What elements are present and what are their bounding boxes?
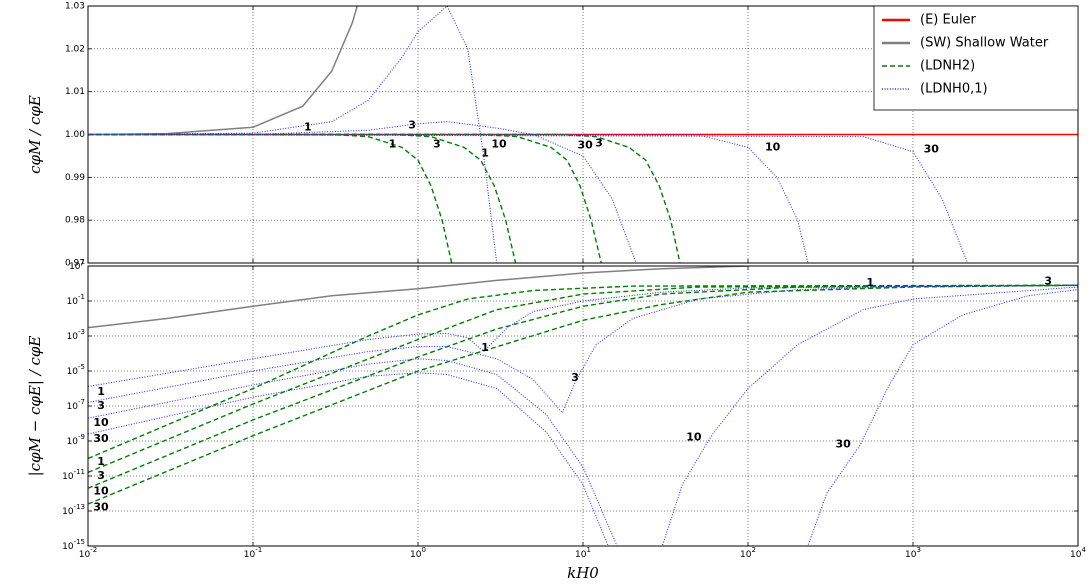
x-axis-label: kH0	[567, 564, 599, 582]
curve-label: 1	[481, 341, 489, 354]
curve-label: 1	[389, 137, 397, 150]
curve-label: 3	[97, 399, 105, 412]
series-line	[88, 133, 969, 263]
series-line	[88, 121, 637, 263]
y-tick-label: 1.02	[65, 44, 85, 54]
y-tick-label: 0.98	[65, 216, 85, 226]
curve-label: 10	[93, 485, 109, 498]
curve-label: 1	[481, 146, 489, 159]
series-line	[88, 266, 749, 329]
x-tick-label: 102	[740, 546, 756, 560]
x-tick-label: 101	[575, 546, 591, 560]
plot-area	[88, 266, 1078, 546]
x-tick-label: 100	[410, 546, 426, 560]
curve-label: 30	[93, 432, 109, 445]
curve-label: 10	[491, 137, 507, 150]
series-line	[88, 284, 1078, 505]
curve-label: 3	[433, 137, 441, 150]
y-axis-label: cφM / cφE	[26, 95, 44, 174]
y-tick-label: 10-7	[67, 398, 85, 412]
series-line	[88, 284, 1078, 474]
y-tick-label: 101	[69, 258, 85, 272]
curve-label: 3	[571, 371, 579, 384]
series-line	[88, 6, 498, 263]
panel: 10-2 10-1 100 101 102 103 10410-1510-1310-1110…	[26, 258, 1086, 582]
curve-label: 3	[1044, 275, 1052, 288]
legend-label: (E) Euler	[920, 13, 977, 28]
legend-box	[873, 5, 1079, 111]
legend-label: (LDNH0,1)	[920, 82, 988, 97]
curve-label: 10	[686, 430, 702, 443]
curve-label: 3	[97, 469, 105, 482]
plot-area	[88, 6, 1078, 263]
curve-label: 30	[835, 438, 851, 451]
y-tick-label: 10-5	[67, 363, 85, 377]
x-tick-label: 104	[1070, 546, 1086, 560]
curve-label: 10	[765, 140, 781, 153]
legend: (E) Euler (SW) Shallow Water (LDNH2) (LDNH0…	[873, 5, 1079, 111]
y-tick-label: 0.97	[65, 259, 85, 269]
curve-label: 3	[595, 136, 603, 149]
y-tick-label: 10-3	[67, 328, 85, 342]
legend-label: (LDNH2)	[920, 59, 975, 74]
y-tick-label: 10-1	[67, 293, 85, 307]
legend-label: (SW) Shallow Water	[920, 36, 1049, 51]
x-tick-label: 10-2	[79, 546, 97, 560]
curve-label: 30	[93, 500, 109, 513]
series-line	[88, 133, 517, 263]
x-tick-label: 103	[905, 546, 921, 560]
y-tick-label: 1.00	[65, 130, 85, 140]
y-tick-label: 0.99	[65, 173, 85, 183]
curve-label: 1	[866, 276, 874, 289]
series-line	[88, 133, 681, 263]
y-tick-label: 1.03	[65, 2, 85, 12]
series-line	[88, 6, 359, 136]
y-tick-label: 10-15	[62, 538, 85, 552]
curve-label: 1	[97, 385, 105, 398]
y-axis-label: |cφM − cφE| / cφE	[26, 336, 44, 477]
curve-label: 3	[408, 119, 416, 132]
y-tick-label: 10-11	[62, 468, 85, 482]
curve-label: 10	[93, 416, 109, 429]
axes-frame	[87, 265, 1079, 547]
series-line	[88, 284, 1078, 460]
y-tick-label: 10-9	[67, 433, 85, 447]
series-line	[88, 286, 1078, 546]
series-line	[88, 133, 453, 263]
x-tick-label: 10-1	[244, 546, 262, 560]
y-tick-label: 10-13	[62, 503, 85, 517]
series-line	[88, 284, 1078, 388]
axes-frame	[87, 5, 1079, 264]
curve-label: 30	[577, 139, 593, 152]
curve-label: 30	[924, 142, 940, 155]
curve-label: 1	[304, 121, 312, 134]
series-line	[88, 284, 1078, 414]
y-tick-label: 1.01	[65, 87, 85, 97]
series-line	[88, 133, 602, 263]
curve-label: 1	[97, 455, 105, 468]
